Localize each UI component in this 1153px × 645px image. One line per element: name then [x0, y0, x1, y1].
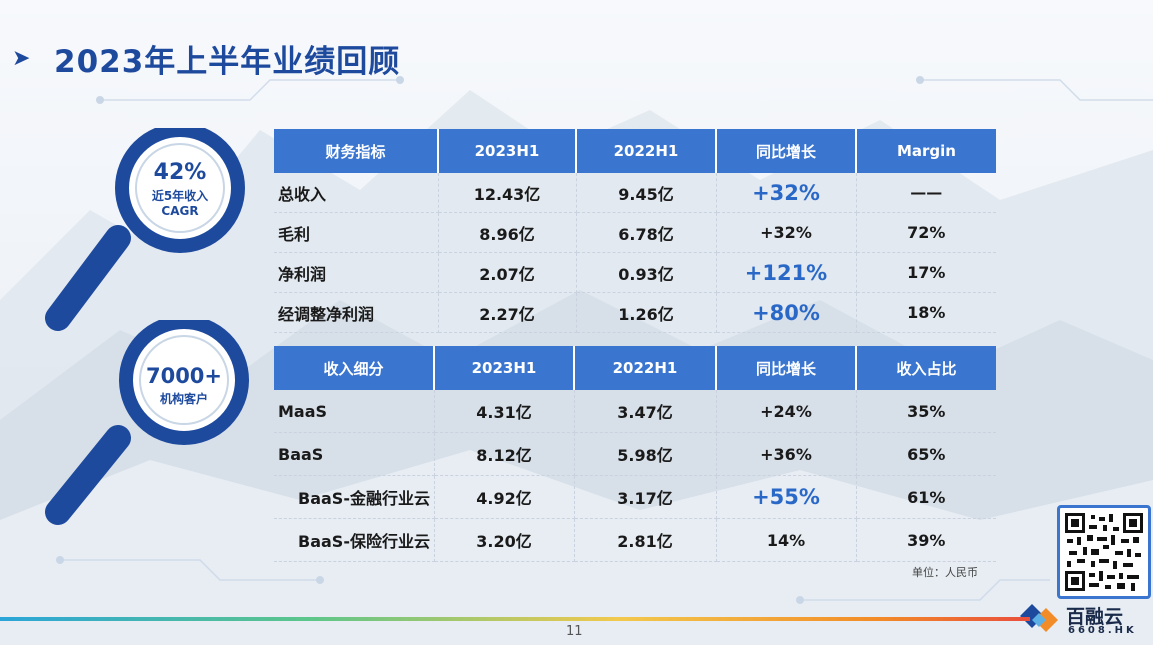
metric-name: 经调整净利润 — [274, 292, 439, 333]
metric-name: 净利润 — [274, 252, 439, 293]
revenue-share: 39% — [856, 518, 996, 562]
metric-name: 总收入 — [274, 173, 439, 213]
table-header-row: 财务指标 2023H1 2022H1 同比增长 Margin — [274, 129, 996, 173]
yoy-growth: +32% — [716, 173, 857, 213]
unit-note: 单位：人民币 — [912, 566, 978, 579]
value-2022: 3.17亿 — [574, 475, 717, 519]
table-row: 经调整净利润 2.27亿 1.26亿 +80% 18% — [274, 292, 996, 333]
margin: 72% — [856, 212, 996, 253]
magnifier-icon — [45, 320, 249, 525]
magnifier-icon — [45, 128, 245, 331]
cagr-badge: 42% 近5年收入 CAGR — [130, 160, 230, 218]
segment-name: BaaS — [274, 432, 435, 476]
header-cell: Margin — [856, 129, 996, 173]
revenue-breakdown-table: 收入细分 2023H1 2022H1 同比增长 收入占比 MaaS 4.31亿 … — [274, 346, 996, 562]
financial-table: 财务指标 2023H1 2022H1 同比增长 Margin 总收入 12.43… — [274, 129, 996, 333]
segment-name: BaaS-金融行业云 — [274, 475, 435, 519]
cagr-value: 42% — [153, 160, 207, 185]
header-cell: 2022H1 — [574, 346, 717, 390]
value-2023: 8.12亿 — [434, 432, 575, 476]
header-cell: 2023H1 — [434, 346, 575, 390]
header-cell: 2023H1 — [438, 129, 577, 173]
yoy-growth: +24% — [716, 390, 857, 433]
bottom-color-bar — [0, 617, 1030, 621]
qr-code — [1057, 505, 1151, 599]
clients-value: 7000+ — [145, 364, 223, 388]
yoy-growth: +55% — [716, 475, 857, 519]
value-2022: 1.26亿 — [576, 292, 717, 333]
segment-name: BaaS-保险行业云 — [274, 518, 435, 562]
yoy-growth: +32% — [716, 212, 857, 253]
table-row: 净利润 2.07亿 0.93亿 +121% 17% — [274, 252, 996, 293]
value-2023: 12.43亿 — [438, 173, 577, 213]
brand-name: 百融云 — [1066, 606, 1124, 628]
metric-name: 毛利 — [274, 212, 439, 253]
header-cell: 2022H1 — [576, 129, 717, 173]
table-row: BaaS-金融行业云 4.92亿 3.17亿 +55% 61% — [274, 475, 996, 519]
value-2023: 2.27亿 — [438, 292, 577, 333]
revenue-share: 35% — [856, 390, 996, 433]
clients-badge: 7000+ 机构客户 — [134, 364, 234, 407]
brand-diamond-icon — [1020, 604, 1058, 632]
page-number: 11 — [566, 624, 583, 639]
header-cell: 财务指标 — [274, 129, 439, 173]
brand-code: 6608.HK — [1068, 625, 1137, 636]
value-2022: 2.81亿 — [574, 518, 717, 562]
margin: 18% — [856, 292, 996, 333]
margin: 17% — [856, 252, 996, 293]
value-2023: 4.92亿 — [434, 475, 575, 519]
yoy-growth: +121% — [716, 252, 857, 293]
value-2023: 8.96亿 — [438, 212, 577, 253]
value-2022: 6.78亿 — [576, 212, 717, 253]
cagr-abbr: CAGR — [161, 204, 199, 218]
yoy-growth: 14% — [716, 518, 857, 562]
margin: —— — [856, 173, 996, 213]
table-row: BaaS 8.12亿 5.98亿 +36% 65% — [274, 432, 996, 476]
chevron-right-icon: ➤ — [12, 46, 31, 71]
table-row: 总收入 12.43亿 9.45亿 +32% —— — [274, 173, 996, 213]
cagr-label: 近5年收入 — [151, 189, 209, 203]
header-cell: 同比增长 — [716, 346, 857, 390]
table-header-row: 收入细分 2023H1 2022H1 同比增长 收入占比 — [274, 346, 996, 390]
segment-name: MaaS — [274, 390, 435, 433]
brand-logo: 百融云 6608.HK — [1018, 600, 1134, 640]
yoy-growth: +80% — [716, 292, 857, 333]
yoy-growth: +36% — [716, 432, 857, 476]
value-2022: 5.98亿 — [574, 432, 717, 476]
clients-label: 机构客户 — [159, 392, 208, 406]
table-row: MaaS 4.31亿 3.47亿 +24% 35% — [274, 390, 996, 433]
value-2022: 0.93亿 — [576, 252, 717, 293]
value-2022: 3.47亿 — [574, 390, 717, 433]
value-2022: 9.45亿 — [576, 173, 717, 213]
value-2023: 3.20亿 — [434, 518, 575, 562]
revenue-share: 65% — [856, 432, 996, 476]
page-title: 2023年上半年业绩回顾 — [54, 44, 401, 80]
table-row: 毛利 8.96亿 6.78亿 +32% 72% — [274, 212, 996, 253]
title-row: ➤ 2023年上半年业绩回顾 — [12, 36, 400, 81]
value-2023: 4.31亿 — [434, 390, 575, 433]
value-2023: 2.07亿 — [438, 252, 577, 293]
header-cell: 收入占比 — [856, 346, 996, 390]
header-cell: 同比增长 — [716, 129, 857, 173]
table-row: BaaS-保险行业云 3.20亿 2.81亿 14% 39% — [274, 518, 996, 562]
header-cell: 收入细分 — [274, 346, 435, 390]
revenue-share: 61% — [856, 475, 996, 519]
